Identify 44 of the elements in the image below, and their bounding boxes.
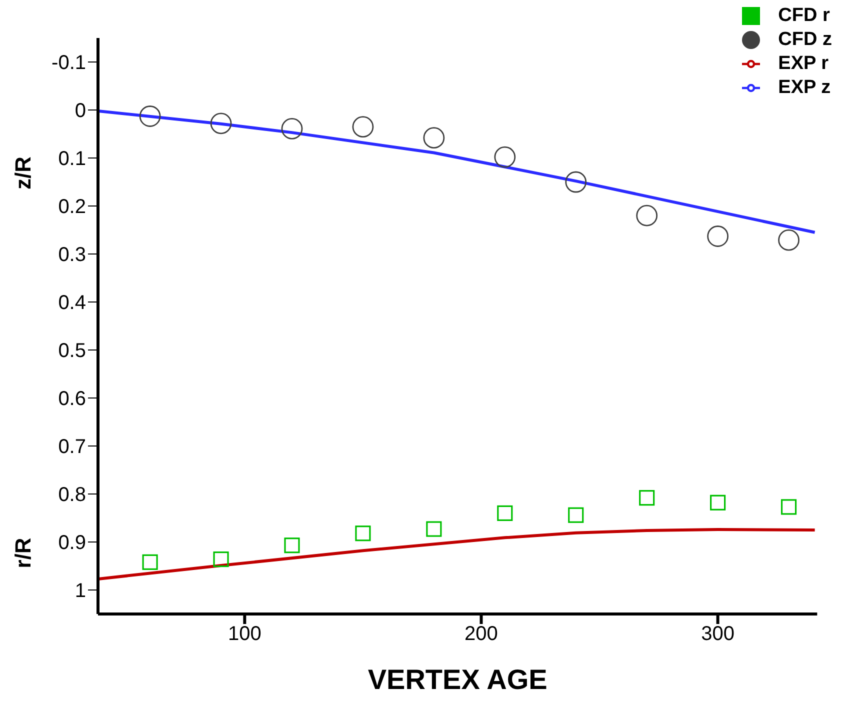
- point: [707, 226, 729, 247]
- point: [780, 499, 797, 515]
- y-tick-label: 0.2: [58, 196, 86, 218]
- y-tick-label: 0.1: [58, 148, 86, 170]
- y-tick-label: 0.7: [58, 436, 86, 458]
- point: [710, 494, 726, 510]
- legend-label: EXP r: [778, 53, 829, 74]
- point: [778, 229, 800, 251]
- x-axis-title: VERTEX AGE: [368, 664, 548, 695]
- point: [352, 116, 374, 138]
- y-tick-label: 0.3: [58, 244, 86, 266]
- text: r/R: [10, 538, 36, 568]
- y-axis-title: z/R: [10, 156, 36, 190]
- point: [213, 551, 229, 568]
- y-tick-label: 1: [74, 580, 86, 602]
- point: [494, 146, 516, 168]
- y-tick-label: 0: [74, 100, 86, 122]
- legend-label: CFD r: [778, 5, 830, 26]
- point: [565, 171, 587, 193]
- y-tick-label: 0.8: [58, 484, 86, 506]
- x-tick-label: 100: [228, 623, 262, 646]
- point: [497, 505, 513, 521]
- y-tick-label: 0.5: [58, 340, 86, 362]
- point: [355, 526, 371, 542]
- y-tick-label: 0.4: [58, 292, 86, 314]
- point: [423, 127, 445, 149]
- point: [284, 538, 300, 554]
- legend-label: EXP z: [778, 77, 831, 98]
- point: [139, 106, 161, 127]
- point: [210, 112, 232, 134]
- point: [281, 118, 303, 140]
- line-series: [98, 528, 816, 580]
- point: [568, 507, 584, 523]
- x-tick-label: 200: [464, 623, 498, 646]
- y-tick-label: 0.9: [58, 532, 86, 554]
- y-tick-label: 0.6: [58, 388, 86, 410]
- legend-label: CFD z: [778, 29, 832, 50]
- y-tick-label: -0.1: [52, 52, 86, 74]
- point: [636, 204, 658, 226]
- line-series: [98, 109, 816, 234]
- point: [639, 490, 655, 506]
- point: [426, 521, 442, 537]
- point: [142, 554, 158, 570]
- x-tick-label: 300: [701, 623, 734, 646]
